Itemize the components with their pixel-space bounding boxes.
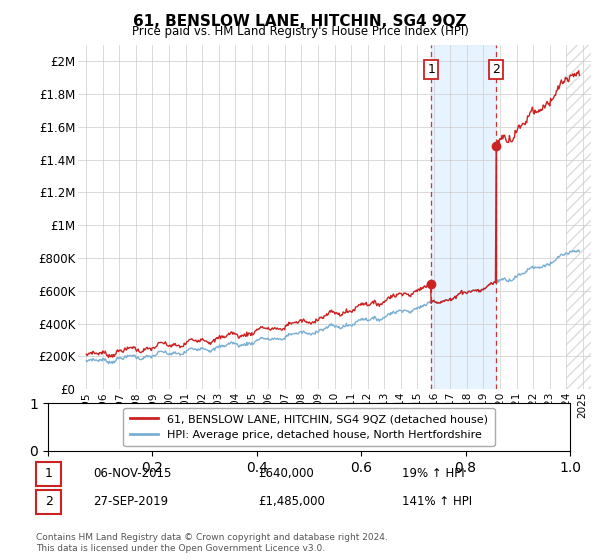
- Text: Price paid vs. HM Land Registry's House Price Index (HPI): Price paid vs. HM Land Registry's House …: [131, 25, 469, 38]
- Text: £1,485,000: £1,485,000: [258, 494, 325, 508]
- Bar: [566, 45, 591, 389]
- Text: 06-NOV-2015: 06-NOV-2015: [93, 466, 172, 480]
- Text: 2: 2: [44, 495, 53, 508]
- Text: 1: 1: [44, 467, 53, 480]
- Text: £640,000: £640,000: [258, 466, 314, 480]
- Text: 61, BENSLOW LANE, HITCHIN, SG4 9QZ: 61, BENSLOW LANE, HITCHIN, SG4 9QZ: [133, 14, 467, 29]
- Text: Contains HM Land Registry data © Crown copyright and database right 2024.
This d: Contains HM Land Registry data © Crown c…: [36, 533, 388, 553]
- Text: 141% ↑ HPI: 141% ↑ HPI: [402, 494, 472, 508]
- Bar: [566, 45, 591, 389]
- Text: 19% ↑ HPI: 19% ↑ HPI: [402, 466, 464, 480]
- Bar: [431, 45, 496, 389]
- Text: 1: 1: [427, 63, 435, 76]
- Text: 27-SEP-2019: 27-SEP-2019: [93, 494, 168, 508]
- Legend: 61, BENSLOW LANE, HITCHIN, SG4 9QZ (detached house), HPI: Average price, detache: 61, BENSLOW LANE, HITCHIN, SG4 9QZ (deta…: [124, 408, 494, 446]
- Text: 2: 2: [492, 63, 500, 76]
